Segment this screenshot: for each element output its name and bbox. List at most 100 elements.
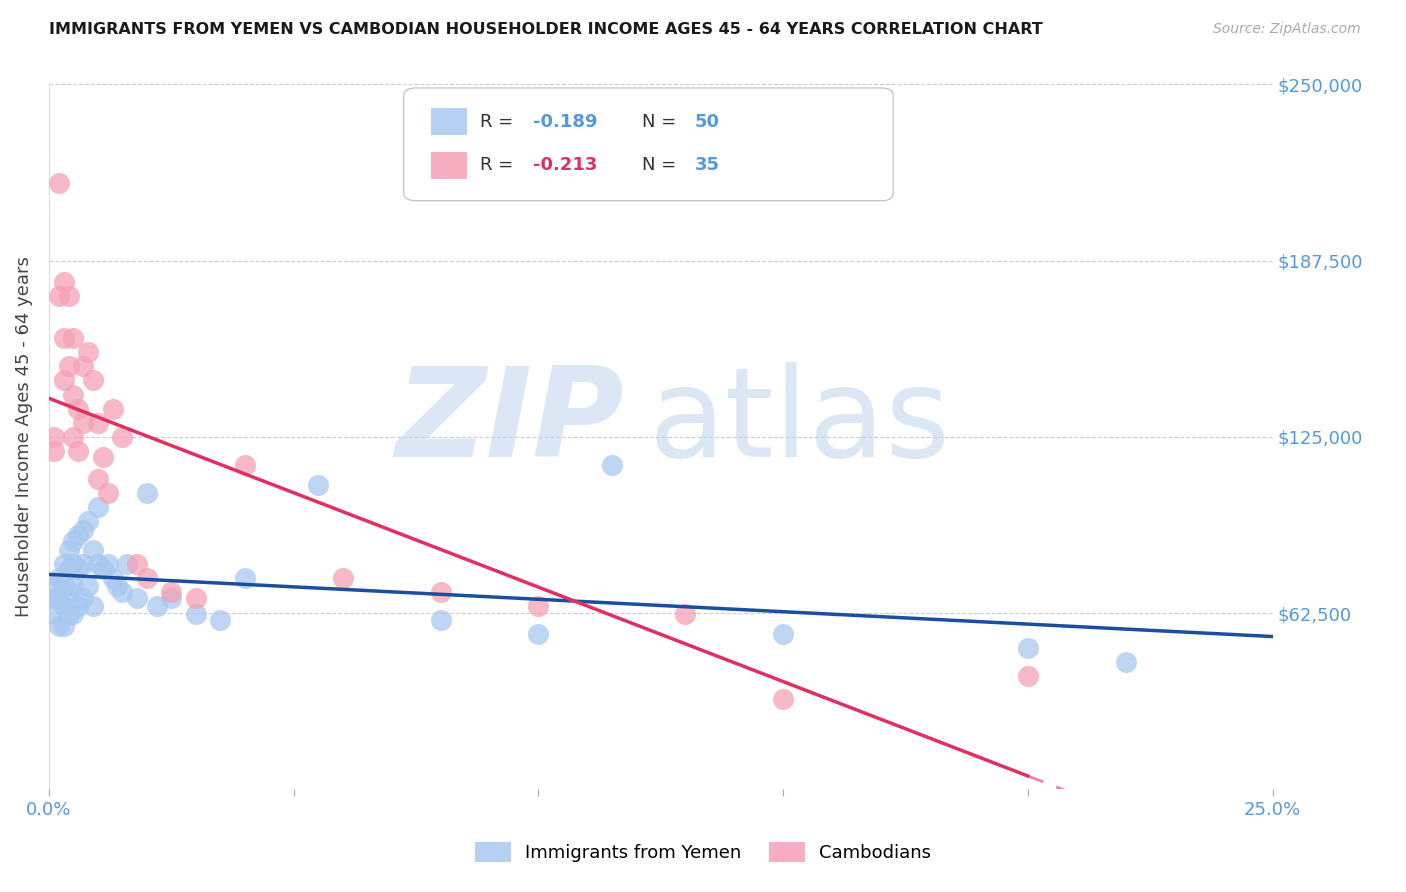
Text: R =: R = <box>479 112 519 131</box>
Point <box>52 557 75 571</box>
Point <box>48 591 70 605</box>
Point <box>87 416 110 430</box>
Point <box>62 387 84 401</box>
Point <box>429 585 451 599</box>
Point <box>52 579 75 593</box>
Point <box>72 359 94 374</box>
Text: N =: N = <box>643 156 682 175</box>
Point <box>145 599 167 613</box>
Point <box>62 430 84 444</box>
Point <box>58 585 80 599</box>
Point <box>42 607 65 622</box>
Point <box>160 591 183 605</box>
Point <box>58 359 80 374</box>
Point <box>62 557 84 571</box>
Point <box>233 571 256 585</box>
Point <box>67 562 90 576</box>
Y-axis label: Householder Income Ages 45 - 64 years: Householder Income Ages 45 - 64 years <box>15 256 32 617</box>
Point <box>77 515 100 529</box>
Point <box>1017 641 1039 656</box>
Text: 50: 50 <box>695 112 720 131</box>
Point <box>42 444 65 458</box>
Point <box>62 331 84 345</box>
Point <box>52 374 75 388</box>
Text: 35: 35 <box>695 156 720 175</box>
Point <box>1017 669 1039 683</box>
Point <box>67 599 90 613</box>
Point <box>72 416 94 430</box>
Point <box>67 528 90 542</box>
Text: atlas: atlas <box>648 362 950 483</box>
Point <box>87 472 110 486</box>
Point <box>1115 656 1137 670</box>
Point <box>429 613 451 627</box>
Point <box>125 591 148 605</box>
Point <box>67 444 90 458</box>
Point <box>62 579 84 593</box>
Point <box>52 618 75 632</box>
Point <box>58 607 80 622</box>
Point <box>600 458 623 472</box>
Text: Source: ZipAtlas.com: Source: ZipAtlas.com <box>1213 22 1361 37</box>
Point <box>77 345 100 359</box>
Point <box>135 486 157 500</box>
Point <box>135 571 157 585</box>
FancyBboxPatch shape <box>404 88 893 201</box>
Point <box>184 591 207 605</box>
Point <box>77 579 100 593</box>
Point <box>72 523 94 537</box>
Point <box>72 557 94 571</box>
Point <box>117 557 139 571</box>
Point <box>52 599 75 613</box>
Point <box>42 579 65 593</box>
Point <box>87 557 110 571</box>
Point <box>58 542 80 557</box>
Point <box>91 450 114 464</box>
Text: ZIP: ZIP <box>395 362 624 483</box>
Point <box>82 374 104 388</box>
Text: -0.213: -0.213 <box>533 156 598 175</box>
Text: IMMIGRANTS FROM YEMEN VS CAMBODIAN HOUSEHOLDER INCOME AGES 45 - 64 YEARS CORRELA: IMMIGRANTS FROM YEMEN VS CAMBODIAN HOUSE… <box>49 22 1043 37</box>
Point <box>52 331 75 345</box>
Point <box>111 585 134 599</box>
Point <box>307 477 329 491</box>
Point <box>48 176 70 190</box>
Point <box>42 430 65 444</box>
Point <box>72 591 94 605</box>
Point <box>233 458 256 472</box>
Point <box>62 607 84 622</box>
Point <box>111 430 134 444</box>
Point <box>67 401 90 416</box>
Text: -0.189: -0.189 <box>533 112 598 131</box>
Text: N =: N = <box>643 112 682 131</box>
Point <box>58 289 80 303</box>
Point <box>87 500 110 515</box>
Point <box>48 571 70 585</box>
Point <box>82 542 104 557</box>
Point <box>772 692 794 706</box>
Point <box>184 607 207 622</box>
Point <box>160 585 183 599</box>
Point <box>527 627 550 641</box>
Legend: Immigrants from Yemen, Cambodians: Immigrants from Yemen, Cambodians <box>468 834 938 870</box>
Point <box>82 599 104 613</box>
Point <box>332 571 354 585</box>
FancyBboxPatch shape <box>430 153 467 179</box>
Point <box>52 275 75 289</box>
Point <box>527 599 550 613</box>
Point <box>772 627 794 641</box>
Point <box>91 562 114 576</box>
Point <box>125 557 148 571</box>
FancyBboxPatch shape <box>430 109 467 136</box>
Point <box>97 486 120 500</box>
Point <box>58 562 80 576</box>
Point <box>209 613 232 627</box>
Point <box>97 557 120 571</box>
Text: R =: R = <box>479 156 519 175</box>
Point <box>101 571 124 585</box>
Point <box>62 534 84 549</box>
Point <box>48 289 70 303</box>
Point <box>101 401 124 416</box>
Point <box>42 591 65 605</box>
Point <box>673 607 696 622</box>
